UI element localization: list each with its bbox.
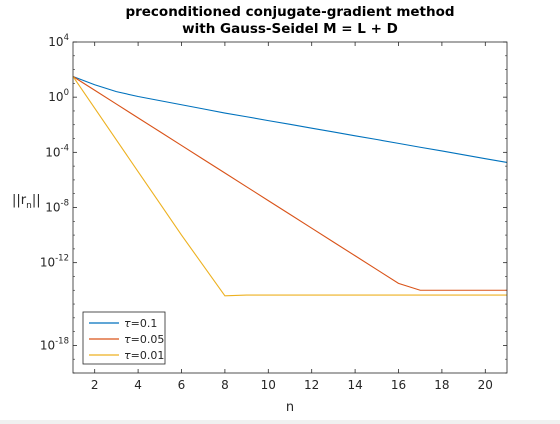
legend-tau-value: =0.01 [131,349,165,362]
x-axis-label: n [286,400,294,415]
y-tick-label-text: 100 [48,88,69,104]
y-tick-base: 10 [40,256,55,270]
legend-tau-value: =0.1 [131,317,158,330]
y-tick-exponent: 0 [64,88,69,98]
y-tick-exponent: -8 [61,199,69,209]
legend-label-tau-0.05: τ=0.05 [124,333,164,346]
y-tick-label: 100 [48,88,69,104]
y-tick-base: 10 [45,145,60,159]
x-tick-label: 20 [478,378,493,392]
series-line-1 [72,75,508,163]
y-tick-label-text: 10-12 [40,254,69,270]
axes-box [72,41,508,374]
series-line-2 [72,76,507,291]
y-axis-label-sub: n [26,201,32,211]
x-tick-label: 6 [178,378,186,392]
legend: τ=0.1 τ=0.05 τ=0.01 [82,311,166,365]
y-tick-exponent: -4 [61,143,69,153]
y-tick-exponent: -12 [55,254,69,264]
x-tick-label: 8 [221,378,229,392]
y-tick-label: 104 [48,33,69,49]
y-axis-label: ||rn|| [12,193,41,211]
legend-tau-symbol: τ [124,333,131,346]
x-tick-label: 4 [134,378,142,392]
y-tick-label-text: 10-18 [40,336,69,352]
x-tick-label: 16 [391,378,406,392]
x-tick-labels: 2 4 6 8 10 12 14 16 18 20 [91,378,493,392]
x-tick-label: 10 [261,378,276,392]
legend-tau-symbol: τ [124,349,131,362]
chart-title-line-2: with Gauss-Seidel M = L + D [182,21,398,37]
y-tick-label-text: 10-8 [45,199,69,215]
legend-label-tau-0.1: τ=0.1 [124,317,157,330]
x-tick-label: 2 [91,378,99,392]
y-tick-base: 10 [40,338,55,352]
series-line-3 [72,76,507,297]
legend-tau-value: =0.05 [131,333,165,346]
legend-tau-symbol: τ [124,317,131,330]
x-tick-label: 12 [304,378,319,392]
y-tick-exponent: 4 [64,33,69,43]
y-tick-exponent: -18 [55,336,69,346]
y-tick-base: 10 [48,90,63,104]
y-tick-label: 10-12 [40,254,69,270]
y-tick-base: 10 [48,35,63,49]
y-tick-label: 10-4 [45,143,69,159]
legend-label-tau-0.01: τ=0.01 [124,349,164,362]
x-tick-label: 14 [347,378,362,392]
y-axis-label-base: ||r [12,193,27,208]
y-tick-label: 10-18 [40,336,69,352]
y-tick-label-text: 10-4 [45,143,69,159]
y-axis-label-end: || [32,193,41,208]
y-tick-base: 10 [45,201,60,215]
y-tick-label-text: 104 [48,33,69,49]
series-lines [72,75,508,297]
y-tick-label: 10-8 [45,199,69,215]
chart-title-line-1: preconditioned conjugate-gradient method [125,4,454,20]
x-tick-label: 18 [434,378,449,392]
